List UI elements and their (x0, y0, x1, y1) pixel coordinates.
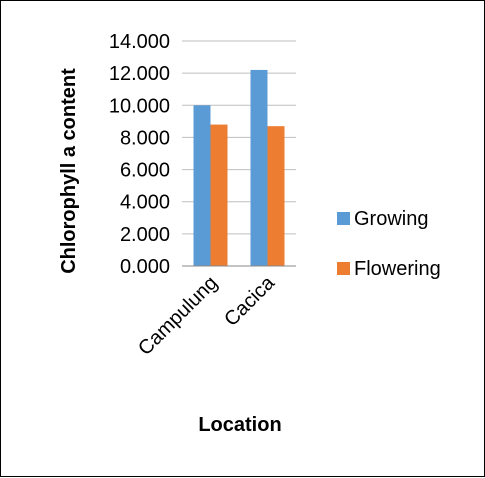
y-tick-labels: 0.000 2.000 4.000 6.000 8.000 10.000 12.000 14.… (109, 31, 170, 278)
legend-swatch-growing (337, 212, 350, 225)
y-tick-label: 12.000 (109, 63, 170, 85)
y-tick-label: 14.000 (109, 31, 170, 53)
legend-swatch-flowering (337, 262, 350, 275)
bar-flowering-cacica (267, 126, 285, 266)
legend-label-growing: Growing (354, 208, 428, 230)
y-tick-label: 4.000 (120, 192, 170, 214)
y-axis-title: Chlorophyll a content (58, 68, 80, 274)
x-tick-label: Campulung (134, 272, 222, 360)
y-tick-label: 2.000 (120, 224, 170, 246)
legend-label-flowering: Flowering (354, 258, 441, 280)
y-tick-label: 10.000 (109, 95, 170, 117)
x-tick-label: Cacica (220, 271, 279, 330)
bar-growing-cacica (250, 69, 268, 266)
x-axis-title: Location (198, 414, 281, 436)
y-tick-label: 0.000 (120, 256, 170, 278)
bar-growing-campulung (193, 105, 211, 267)
legend: Growing Flowering (337, 208, 441, 280)
bars (193, 69, 285, 267)
y-tick-label: 6.000 (120, 160, 170, 182)
bar-flowering-campulung (210, 124, 228, 266)
y-tick-label: 8.000 (120, 127, 170, 149)
